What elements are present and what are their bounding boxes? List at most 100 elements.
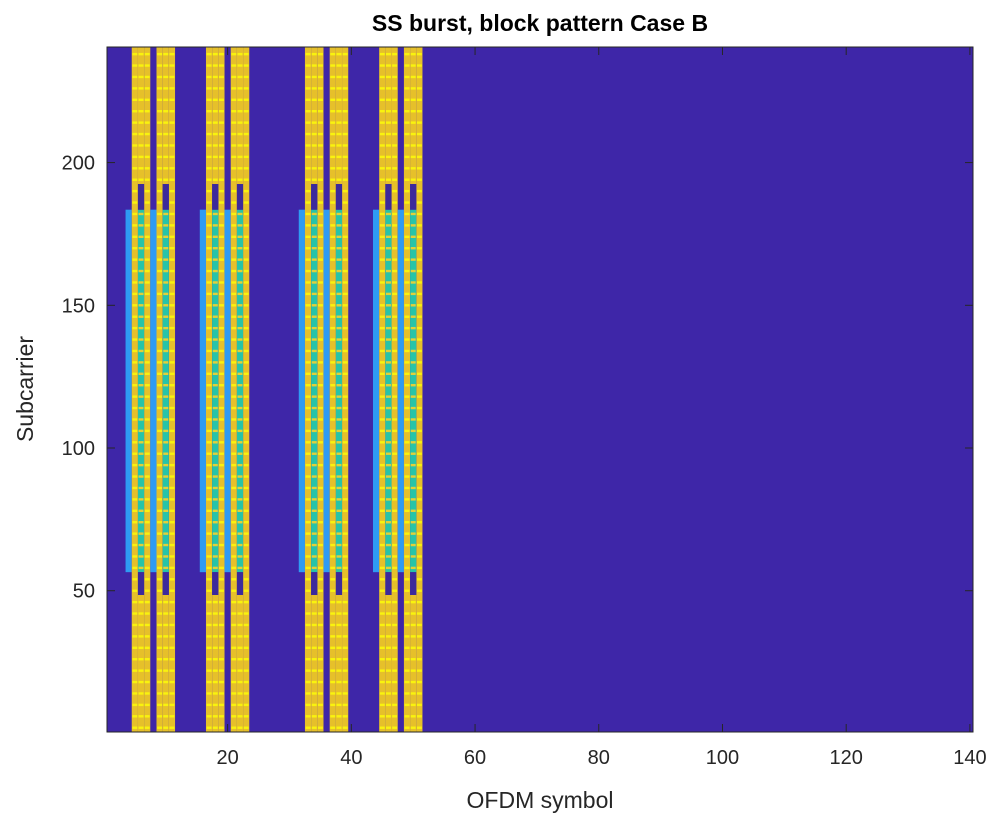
pbch-dmrs-mark	[385, 132, 391, 136]
pbch-dmrs-mark	[342, 189, 348, 193]
pbch-block-4-3	[236, 595, 244, 732]
pbch-dmrs-mark	[305, 235, 311, 239]
pbch-dmrs-mark	[342, 555, 348, 558]
pss-block-8	[397, 209, 404, 573]
pbch-dmrs-mark	[218, 395, 224, 398]
pbch-dmrs-mark	[330, 189, 336, 193]
pbch-dmrs-mark	[157, 224, 163, 227]
sss-mark	[138, 292, 144, 296]
pbch-dmrs-mark	[231, 292, 237, 296]
gap-band-2-2	[162, 184, 169, 210]
pbch-dmrs-mark	[379, 578, 385, 581]
pbch-dmrs-mark	[237, 623, 243, 627]
pbch-dmrs-mark	[404, 201, 410, 204]
pbch-dmrs-mark	[342, 132, 348, 136]
pbch-dmrs-mark	[317, 509, 323, 513]
sss-mark	[410, 384, 416, 387]
pbch-dmrs-mark	[169, 726, 175, 729]
pbch-dmrs-mark	[330, 132, 336, 136]
pbch-dmrs-mark	[132, 406, 138, 410]
pbch-dmrs-mark	[206, 715, 212, 718]
pbch-dmrs-mark	[212, 703, 218, 707]
pbch-dmrs-mark	[416, 635, 422, 638]
pbch-dmrs-mark	[330, 64, 336, 67]
pbch-dmrs-mark	[206, 178, 212, 181]
sss-mark	[410, 315, 416, 318]
pbch-dmrs-mark	[379, 715, 385, 718]
pbch-dmrs-mark	[342, 509, 348, 513]
pbch-dmrs-mark	[144, 315, 150, 318]
pbch-dmrs-mark	[144, 304, 150, 307]
pbch-dmrs-mark	[404, 189, 410, 193]
pbch-dmrs-mark	[317, 658, 323, 661]
pbch-dmrs-mark	[311, 692, 317, 695]
pbch-dmrs-mark	[231, 441, 237, 444]
pbch-dmrs-mark	[138, 612, 144, 615]
pbch-dmrs-mark	[305, 64, 311, 67]
pbch-dmrs-mark	[144, 132, 150, 136]
pbch-dmrs-mark	[218, 281, 224, 284]
pbch-dmrs-mark	[206, 75, 212, 79]
pbch-dmrs-mark	[379, 292, 385, 296]
x-tick-label: 20	[216, 747, 238, 769]
gap-band-4-2	[236, 184, 244, 210]
pbch-dmrs-mark	[336, 703, 342, 707]
pbch-block-2-1	[156, 47, 163, 732]
pbch-dmrs-mark	[392, 235, 398, 239]
pbch-dmrs-mark	[231, 521, 237, 524]
pbch-dmrs-mark	[163, 612, 169, 615]
pbch-dmrs-mark	[132, 509, 138, 513]
pbch-dmrs-mark	[169, 212, 175, 216]
pbch-dmrs-mark	[206, 247, 212, 250]
pbch-dmrs-mark	[243, 315, 249, 318]
pbch-dmrs-mark	[342, 201, 348, 204]
pbch-dmrs-mark	[330, 680, 336, 684]
pbch-dmrs-mark	[330, 395, 336, 398]
pbch-dmrs-mark	[379, 429, 385, 433]
sss-mark	[163, 338, 169, 341]
sss-mark	[311, 463, 317, 467]
pbch-dmrs-mark	[157, 64, 163, 67]
pbch-dmrs-mark	[392, 726, 398, 729]
pbch-dmrs-mark	[410, 703, 416, 707]
pbch-dmrs-mark	[305, 75, 311, 79]
pbch-dmrs-mark	[157, 635, 163, 638]
pbch-dmrs-mark	[237, 52, 243, 56]
pbch-dmrs-mark	[317, 441, 323, 444]
pbch-dmrs-mark	[206, 155, 212, 159]
pbch-dmrs-mark	[379, 212, 385, 216]
pbch-dmrs-mark	[410, 612, 416, 615]
pbch-dmrs-mark	[144, 155, 150, 159]
pbch-dmrs-mark	[169, 635, 175, 638]
pbch-dmrs-mark	[132, 384, 138, 387]
pbch-dmrs-mark	[404, 509, 410, 513]
pbch-dmrs-mark	[144, 235, 150, 239]
pbch-dmrs-mark	[416, 372, 422, 376]
pbch-dmrs-mark	[132, 452, 138, 455]
pbch-block-3-3	[212, 595, 219, 732]
pbch-dmrs-mark	[330, 167, 336, 170]
pbch-dmrs-mark	[385, 623, 391, 627]
pbch-dmrs-mark	[157, 178, 163, 181]
pbch-dmrs-mark	[392, 384, 398, 387]
pbch-dmrs-mark	[144, 703, 150, 707]
sss-block-1	[137, 209, 145, 573]
pbch-dmrs-mark	[132, 224, 138, 227]
pbch-dmrs-mark	[132, 292, 138, 296]
pbch-dmrs-mark	[169, 247, 175, 250]
plot-area	[106, 46, 974, 733]
sss-mark	[212, 555, 218, 558]
pbch-dmrs-mark	[132, 132, 138, 136]
pbch-dmrs-mark	[404, 258, 410, 261]
pbch-dmrs-mark	[218, 372, 224, 376]
pbch-dmrs-mark	[157, 463, 163, 467]
pbch-dmrs-mark	[218, 463, 224, 467]
pbch-dmrs-mark	[330, 361, 336, 364]
sss-mark	[385, 566, 391, 570]
sss-block-7	[385, 209, 392, 573]
sss-mark	[163, 235, 169, 239]
sss-mark	[410, 235, 416, 239]
pbch-dmrs-mark	[144, 121, 150, 124]
pbch-dmrs-mark	[138, 155, 144, 159]
pbch-dmrs-mark	[330, 612, 336, 615]
